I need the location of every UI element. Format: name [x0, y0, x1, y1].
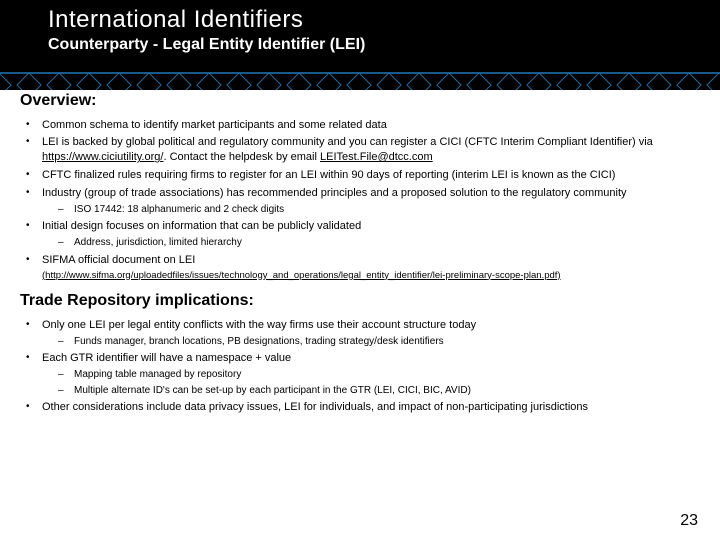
sifma-link[interactable]: (http://www.sifma.org/uploadedfiles/issu…: [42, 270, 561, 283]
list-item: Other considerations include data privac…: [20, 400, 700, 415]
list-item: Industry (group of trade associations) h…: [20, 186, 700, 216]
divider-bar: [0, 72, 720, 90]
sub-item: Mapping table managed by repository: [54, 368, 700, 382]
repo-list: Only one LEI per legal entity conflicts …: [20, 318, 700, 415]
slide-content: Overview: Common schema to identify mark…: [0, 72, 720, 415]
list-item: LEI is backed by global political and re…: [20, 135, 700, 165]
list-item: Initial design focuses on information th…: [20, 219, 700, 249]
page-number: 23: [680, 512, 698, 530]
list-item: SIFMA official document on LEI (http://w…: [20, 253, 700, 283]
list-item: Each GTR identifier will have a namespac…: [20, 351, 700, 397]
diamond-pattern: [0, 76, 720, 90]
list-item: CFTC finalized rules requiring firms to …: [20, 168, 700, 183]
repo-heading: Trade Repository implications:: [20, 290, 700, 312]
overview-heading: Overview:: [20, 90, 700, 112]
overview-list: Common schema to identify market partici…: [20, 118, 700, 283]
email-link[interactable]: LEITest.File@dtcc.com: [320, 151, 433, 163]
sub-item: ISO 17442: 18 alphanumeric and 2 check d…: [54, 203, 700, 217]
slide-subtitle: Counterparty - Legal Entity Identifier (…: [48, 36, 720, 54]
sub-item: Address, jurisdiction, limited hierarchy: [54, 236, 700, 250]
slide-header: International Identifiers Counterparty -…: [0, 0, 720, 72]
sub-item: Multiple alternate ID's can be set-up by…: [54, 384, 700, 398]
slide-title: International Identifiers: [48, 6, 720, 34]
list-item: Common schema to identify market partici…: [20, 118, 700, 133]
cici-link[interactable]: https://www.ciciutility.org/: [42, 151, 163, 163]
sub-item: Funds manager, branch locations, PB desi…: [54, 335, 700, 349]
list-item: Only one LEI per legal entity conflicts …: [20, 318, 700, 348]
